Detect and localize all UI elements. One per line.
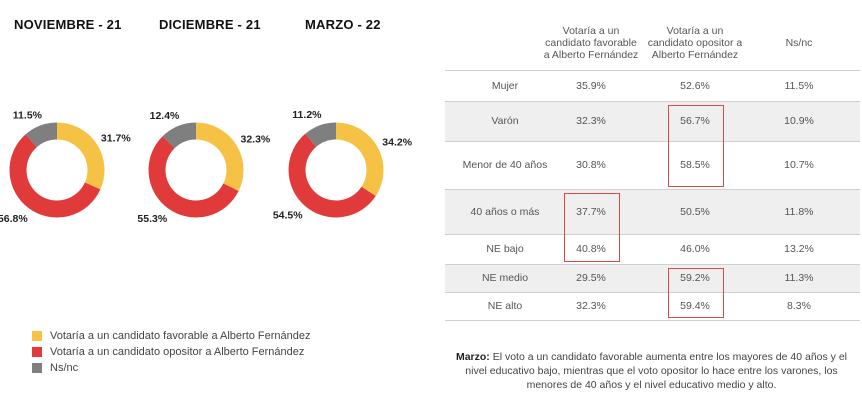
table-rule <box>445 292 860 293</box>
column-header-opositor: Votaría a un candidato opositor a Alberto … <box>635 25 755 61</box>
table-rule <box>445 70 860 71</box>
table-cell: 11.5% <box>784 79 814 92</box>
donut-slice-1-opositor <box>148 136 239 218</box>
donut-slice-1-favorable <box>195 122 244 192</box>
note-lead: Marzo: <box>455 351 490 363</box>
table-cell: 30.8% <box>576 159 606 171</box>
header-line: candidato opositor a <box>647 37 743 49</box>
row-label: NE medio <box>481 272 529 284</box>
table-cell: 13.2% <box>784 243 814 255</box>
table-row-shade <box>445 101 860 141</box>
row-label: 40 años o más <box>470 205 540 218</box>
table-rule <box>445 264 860 265</box>
table-cell: 56.7% <box>680 115 710 127</box>
table-cell: 46.0% <box>680 243 710 255</box>
table-cell: 10.7% <box>784 159 814 171</box>
donut-slice-2-nsnc <box>305 122 337 148</box>
table-cell: 59.4% <box>680 300 710 312</box>
month-title-mar: MARZO - 22 <box>305 17 381 32</box>
legend-swatch <box>32 331 42 341</box>
table-row-shade <box>445 189 860 234</box>
table-cell: 10.9% <box>784 115 814 127</box>
table-cell: 37.7% <box>576 205 606 218</box>
legend-item-opositor: Votaría a un candidato opositor a Albert… <box>32 344 311 360</box>
donut-slice-0-favorable <box>56 122 105 190</box>
header-line: Ns/nc <box>785 37 813 49</box>
legend-item-nsnc: Ns/nc <box>32 360 311 376</box>
donut-slice-0-nsnc <box>25 122 58 148</box>
results-table: Votaría a un candidato favorable a Alberto… <box>445 0 860 330</box>
month-title-dic: DICIEMBRE - 21 <box>159 17 261 32</box>
table-row-shade <box>445 264 860 292</box>
header-line: a Alberto Fernández <box>543 49 639 61</box>
donut-label-0-opositor: 56.8% <box>0 213 28 225</box>
header-line: Votaría a un <box>562 25 620 37</box>
row-label: Mujer <box>491 79 519 92</box>
donut-slice-2-opositor <box>288 133 376 218</box>
table-rule <box>445 101 860 102</box>
highlight-box <box>668 268 724 318</box>
legend-label: Votaría a un candidato favorable a Alber… <box>50 330 311 342</box>
month-title-nov: NOVIEMBRE - 21 <box>14 17 122 32</box>
table-cell: 40.8% <box>576 243 606 255</box>
table-cell: 11.3% <box>784 272 814 284</box>
table-cell: 29.5% <box>576 272 606 284</box>
donut-label-1-opositor: 55.3% <box>137 213 167 225</box>
donut-slice-2-favorable <box>335 122 384 197</box>
donut-slice-0-opositor <box>9 134 101 218</box>
table-cell: 58.5% <box>680 159 710 171</box>
legend-item-favorable: Votaría a un candidato favorable a Alber… <box>32 328 311 344</box>
column-header-favorable: Votaría a un candidato favorable a Alberto… <box>531 25 651 61</box>
highlight-box <box>564 193 620 262</box>
note-body: El voto a un candidato favorable aumenta… <box>465 351 848 391</box>
analysis-note: Marzo: El voto a un candidato favorable … <box>445 350 858 392</box>
row-label: Menor de 40 años <box>462 159 548 171</box>
highlight-box <box>668 105 724 187</box>
chart-legend: Votaría a un candidato favorable a Alber… <box>32 328 311 376</box>
donut-charts: 31.7% 56.8% 11.5% 32.3% 55.3% 12.4% 34.2% 54.5%… <box>0 109 413 225</box>
row-label: NE alto <box>487 300 523 312</box>
legend-swatch <box>32 363 42 373</box>
legend-swatch <box>32 347 42 357</box>
table-cell: 11.8% <box>784 205 814 218</box>
table-cell: 35.9% <box>576 79 606 92</box>
table-cell: 59.2% <box>680 272 710 284</box>
legend-label: Ns/nc <box>50 362 79 374</box>
table-cell: 32.3% <box>576 300 606 312</box>
column-header-nsnc: Ns/nc <box>739 37 859 49</box>
table-rule <box>445 320 860 321</box>
donut-label-0-favorable: 31.7% <box>101 133 131 145</box>
donut-label-1-nsnc: 12.4% <box>150 110 180 122</box>
table-rule <box>445 141 860 142</box>
donut-label-2-opositor: 54.5% <box>273 210 303 222</box>
header-line: candidato favorable <box>545 37 637 49</box>
table-rule <box>445 189 860 190</box>
table-cell: 52.6% <box>680 79 710 92</box>
legend-label: Votaría a un candidato opositor a Albert… <box>50 346 305 358</box>
header-line: Alberto Fernández <box>651 49 739 61</box>
donut-label-2-favorable: 34.2% <box>382 137 412 149</box>
table-rule <box>445 234 860 235</box>
table-cell: 50.5% <box>680 205 710 218</box>
donut-label-0-nsnc: 11.5% <box>13 109 43 121</box>
donut-label-2-nsnc: 11.2% <box>292 109 322 121</box>
header-line: Votaría a un <box>666 25 724 37</box>
table-cell: 8.3% <box>787 300 811 312</box>
row-label: Varón <box>491 115 519 127</box>
donut-label-1-favorable: 32.3% <box>241 134 271 146</box>
donut-slice-1-nsnc <box>162 122 197 149</box>
table-cell: 32.3% <box>576 115 606 127</box>
row-label: NE bajo <box>486 243 524 255</box>
